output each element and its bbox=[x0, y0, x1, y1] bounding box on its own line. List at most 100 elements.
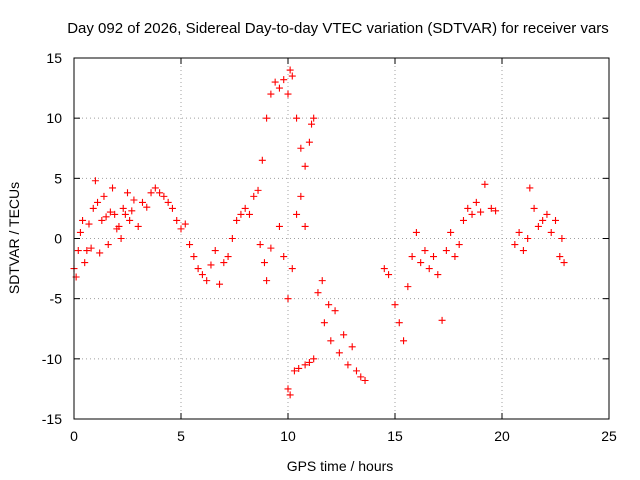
x-axis-label: GPS time / hours bbox=[287, 458, 394, 474]
data-point bbox=[94, 198, 102, 206]
data-point bbox=[421, 247, 429, 255]
data-point bbox=[558, 235, 566, 242]
data-point bbox=[203, 277, 211, 285]
data-point bbox=[425, 265, 433, 273]
data-point bbox=[297, 192, 305, 200]
data-point bbox=[85, 220, 93, 228]
data-point bbox=[318, 277, 326, 285]
data-point bbox=[98, 216, 106, 224]
data-point bbox=[301, 162, 309, 170]
data-point bbox=[305, 138, 313, 146]
data-point bbox=[263, 277, 271, 285]
data-point bbox=[288, 265, 296, 273]
data-point bbox=[284, 385, 292, 393]
data-point bbox=[156, 189, 164, 197]
data-point bbox=[220, 259, 228, 267]
data-point bbox=[301, 361, 309, 369]
data-point bbox=[556, 253, 564, 261]
data-point bbox=[245, 210, 253, 218]
data-point bbox=[320, 319, 328, 327]
data-point bbox=[102, 213, 110, 221]
data-point bbox=[198, 271, 206, 279]
data-point bbox=[524, 235, 532, 242]
data-point bbox=[91, 177, 99, 185]
data-point bbox=[477, 208, 485, 216]
data-point bbox=[143, 203, 151, 211]
data-point bbox=[464, 204, 472, 212]
data-point bbox=[186, 241, 194, 249]
data-point bbox=[177, 225, 185, 233]
data-point bbox=[104, 241, 112, 249]
data-point bbox=[472, 198, 480, 206]
data-point bbox=[74, 247, 82, 255]
data-point bbox=[526, 184, 534, 192]
y-tick-label: 0 bbox=[54, 231, 62, 247]
data-point bbox=[224, 253, 232, 261]
data-point bbox=[284, 295, 292, 303]
data-point bbox=[412, 228, 420, 236]
data-point bbox=[293, 210, 301, 218]
data-point bbox=[256, 241, 264, 249]
data-point bbox=[297, 144, 305, 152]
data-point bbox=[492, 207, 500, 215]
data-point bbox=[181, 220, 189, 228]
data-point bbox=[128, 207, 136, 215]
x-tick-label: 5 bbox=[177, 428, 185, 444]
data-point bbox=[173, 216, 181, 224]
data-point bbox=[111, 210, 119, 218]
data-point bbox=[216, 280, 224, 288]
data-point bbox=[547, 228, 555, 236]
data-point bbox=[160, 192, 168, 200]
data-point bbox=[81, 259, 89, 267]
data-point bbox=[124, 189, 131, 197]
data-point bbox=[275, 222, 283, 230]
data-point bbox=[100, 192, 108, 200]
data-point bbox=[280, 76, 288, 84]
data-point bbox=[250, 192, 258, 200]
data-point bbox=[400, 337, 408, 345]
data-point bbox=[305, 358, 313, 366]
data-point bbox=[290, 367, 298, 375]
data-point bbox=[530, 204, 538, 212]
data-point bbox=[295, 364, 303, 372]
data-point bbox=[380, 265, 388, 273]
y-tick-label: 10 bbox=[46, 110, 62, 126]
data-point bbox=[147, 189, 155, 197]
x-tick-label: 10 bbox=[280, 428, 296, 444]
data-point bbox=[151, 184, 159, 192]
gridlines bbox=[74, 58, 609, 419]
data-point bbox=[395, 319, 403, 327]
y-axis-label: SDTVAR / TECUs bbox=[6, 182, 22, 294]
data-point bbox=[194, 265, 202, 273]
data-point bbox=[459, 216, 467, 224]
data-point bbox=[327, 337, 335, 345]
data-point bbox=[271, 78, 279, 86]
data-point bbox=[481, 180, 489, 188]
data-point bbox=[352, 367, 360, 375]
data-point bbox=[83, 247, 91, 255]
data-point bbox=[348, 343, 356, 351]
data-point bbox=[344, 361, 352, 369]
data-point bbox=[79, 216, 87, 224]
data-point bbox=[325, 301, 333, 309]
x-tick-label: 20 bbox=[494, 428, 510, 444]
data-point bbox=[241, 204, 249, 212]
chart-title: Day 092 of 2026, Sidereal Day-to-day VTE… bbox=[67, 20, 609, 37]
data-point bbox=[534, 222, 542, 230]
data-point bbox=[275, 84, 283, 92]
data-point bbox=[385, 271, 393, 279]
data-point bbox=[207, 261, 215, 269]
data-point bbox=[314, 289, 322, 297]
data-point bbox=[89, 204, 97, 212]
x-axis-ticks: 0 5 10 15 20 25 bbox=[70, 58, 617, 444]
data-point bbox=[310, 355, 318, 363]
x-tick-label: 0 bbox=[70, 428, 78, 444]
data-point bbox=[121, 210, 129, 218]
data-point bbox=[267, 90, 275, 98]
data-point bbox=[190, 253, 198, 261]
data-point bbox=[357, 373, 365, 381]
data-point bbox=[134, 222, 142, 230]
data-point bbox=[331, 307, 339, 315]
